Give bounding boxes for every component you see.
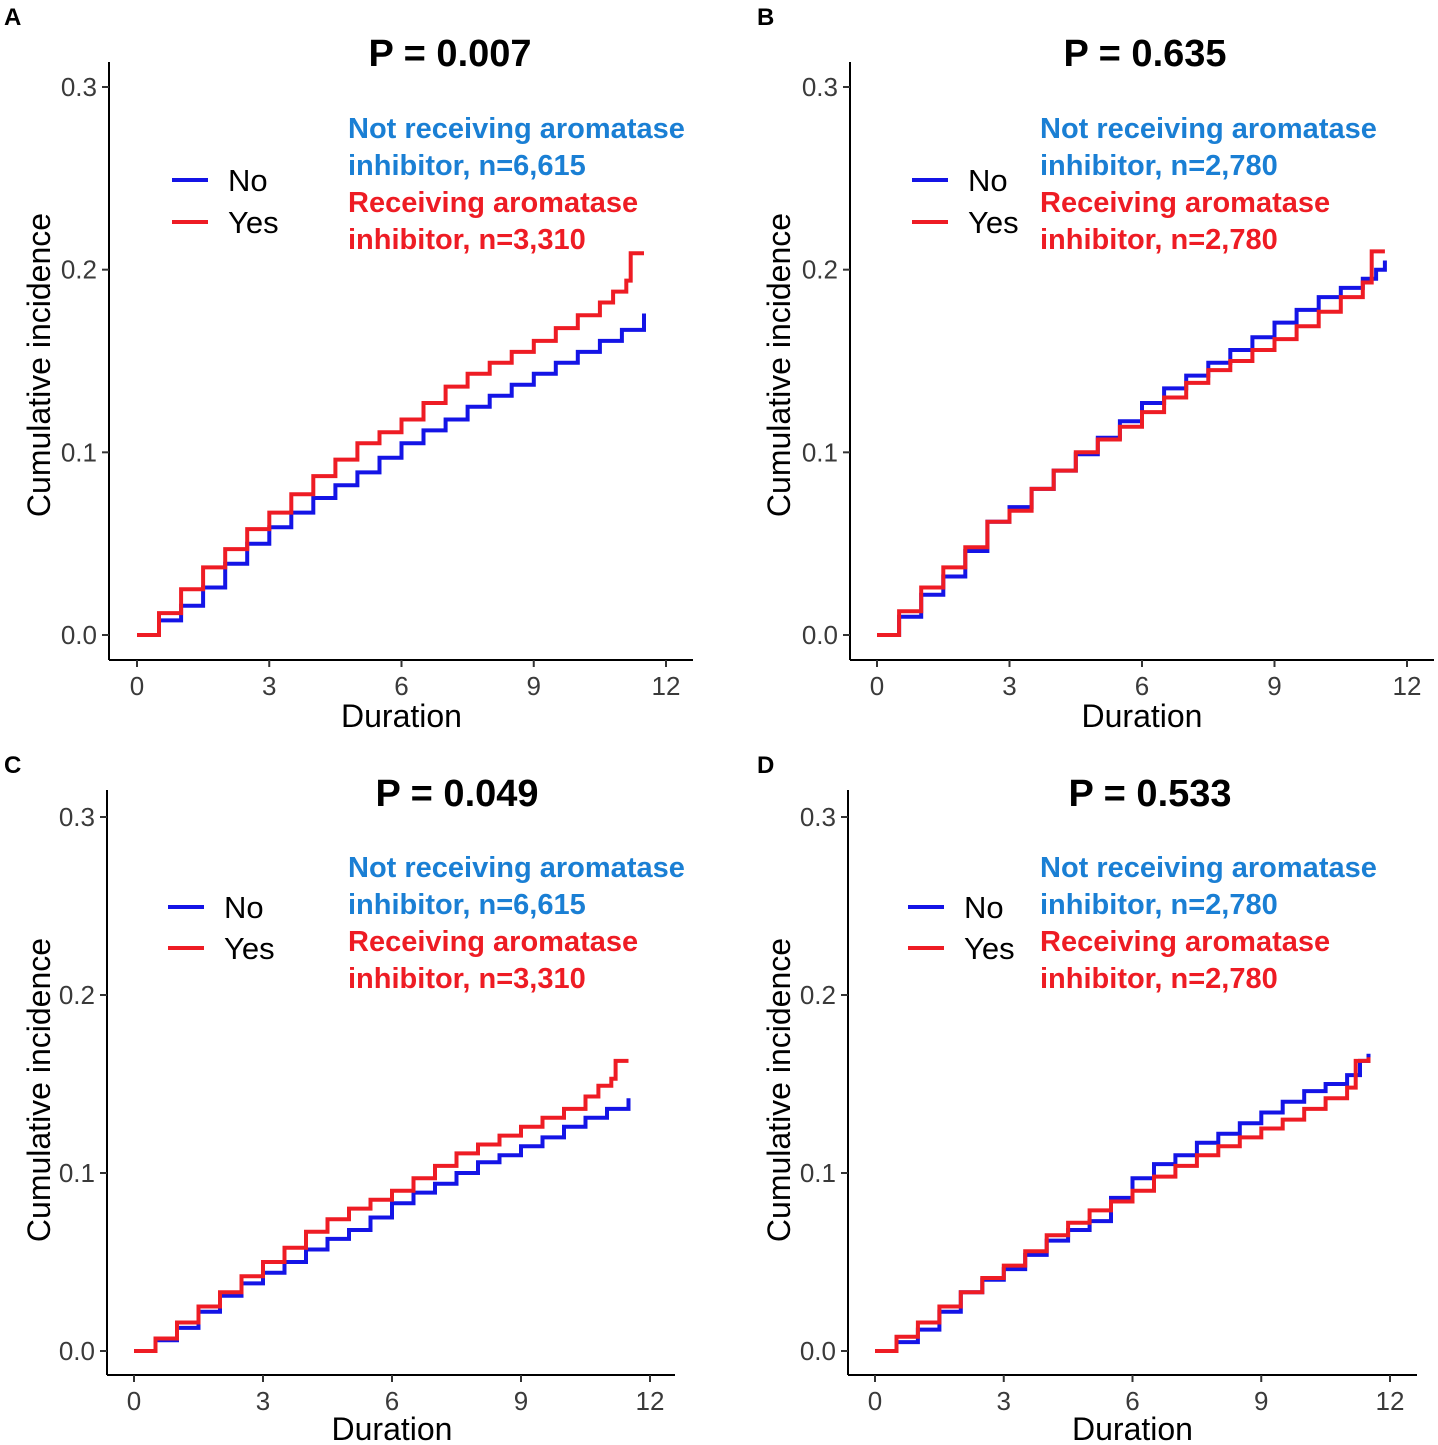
annotation-line: inhibitor, n=2,780 xyxy=(1040,889,1278,921)
panel-a: A 0.0 0.1 0.2 0.3 0 3 6 9 12 Duration Cumulative i… xyxy=(0,0,719,735)
annotation-line: Receiving aromatase xyxy=(1040,187,1330,219)
annotation-line: Not receiving aromatase xyxy=(348,113,685,145)
x-tick-label: 0 xyxy=(127,1386,141,1416)
annotation-line: inhibitor, n=3,310 xyxy=(348,224,586,256)
x-tick-label: 6 xyxy=(1125,1386,1139,1416)
y-tick-label: 0.0 xyxy=(59,1336,95,1366)
series-line-no xyxy=(877,260,1387,637)
y-axis-title: Cumulative incidence xyxy=(21,938,57,1242)
chart-title: P = 0.635 xyxy=(1063,33,1226,75)
x-axis-title: Duration xyxy=(1082,698,1203,734)
x-tick-label: 3 xyxy=(256,1386,270,1416)
x-tick-label: 3 xyxy=(1002,671,1016,701)
y-tick-label: 0.3 xyxy=(802,72,838,102)
y-tick-label: 0.2 xyxy=(61,255,97,285)
series-line-yes xyxy=(877,249,1385,637)
legend-label-no: No xyxy=(968,163,1008,198)
annotation-line: Receiving aromatase xyxy=(348,187,638,219)
series-line-no xyxy=(134,1098,631,1353)
x-tick-label: 9 xyxy=(1267,671,1281,701)
annotation-line: Not receiving aromatase xyxy=(1040,852,1377,884)
chart-title: P = 0.049 xyxy=(375,773,538,815)
x-tick-label: 0 xyxy=(870,671,884,701)
panel-d: D 0.0 0.1 0.2 0.3 0 3 6 9 12 Duration Cumulative i… xyxy=(740,740,1438,1445)
panel-label: C xyxy=(4,752,22,779)
y-tick-label: 0.3 xyxy=(59,802,95,832)
y-tick-label: 0.2 xyxy=(59,980,95,1010)
y-tick-label: 0.1 xyxy=(800,1158,836,1188)
x-tick-label: 12 xyxy=(1393,671,1422,701)
chart-b: 0.0 0.1 0.2 0.3 0 3 6 9 12 Duration Cumulative inc… xyxy=(761,33,1434,734)
x-tick-label: 3 xyxy=(262,671,276,701)
legend-label-no: No xyxy=(964,890,1004,925)
x-tick-label: 6 xyxy=(385,1386,399,1416)
panel-b: B 0.0 0.1 0.2 0.3 0 3 6 9 12 Duration Cumulative i… xyxy=(740,0,1438,735)
legend-label-no: No xyxy=(224,890,264,925)
chart-d: 0.0 0.1 0.2 0.3 0 3 6 9 12 Duration Cumulative inc… xyxy=(761,773,1417,1445)
chart-a: 0.0 0.1 0.2 0.3 0 3 6 9 12 Duration Cumulative inc… xyxy=(21,33,693,734)
annotation-line: inhibitor, n=3,310 xyxy=(348,963,586,995)
y-tick-label: 0.1 xyxy=(59,1158,95,1188)
y-tick-label: 0.2 xyxy=(802,255,838,285)
x-tick-label: 6 xyxy=(394,671,408,701)
x-axis-title: Duration xyxy=(341,698,462,734)
annotation-line: inhibitor, n=6,615 xyxy=(348,150,586,182)
legend-label-yes: Yes xyxy=(968,205,1019,240)
y-tick-label: 0.3 xyxy=(61,72,97,102)
y-axis-title: Cumulative incidence xyxy=(761,213,797,517)
y-tick-label: 0.3 xyxy=(800,802,836,832)
x-tick-label: 9 xyxy=(527,671,541,701)
panel-label: B xyxy=(757,4,775,31)
chart-c: 0.0 0.1 0.2 0.3 0 3 6 9 12 Duration Cumulative inc… xyxy=(21,773,685,1445)
chart-title: P = 0.007 xyxy=(368,33,531,75)
series-line-yes xyxy=(875,1057,1371,1353)
y-tick-label: 0.1 xyxy=(802,437,838,467)
series-line-yes xyxy=(134,1058,629,1353)
y-axis-title: Cumulative incidence xyxy=(21,213,57,517)
series-line-yes xyxy=(137,251,644,637)
annotation-line: inhibitor, n=2,780 xyxy=(1040,963,1278,995)
annotation-line: Receiving aromatase xyxy=(348,926,638,958)
annotation-line: Not receiving aromatase xyxy=(1040,113,1377,145)
annotation-line: inhibitor, n=2,780 xyxy=(1040,150,1278,182)
x-tick-label: 12 xyxy=(636,1386,665,1416)
x-tick-label: 6 xyxy=(1135,671,1149,701)
chart-title: P = 0.533 xyxy=(1068,773,1231,815)
panel-label: A xyxy=(4,4,22,31)
x-tick-label: 0 xyxy=(130,671,144,701)
annotation-line: Receiving aromatase xyxy=(1040,926,1330,958)
legend-label-yes: Yes xyxy=(228,205,279,240)
y-tick-label: 0.0 xyxy=(61,620,97,650)
panel-label: D xyxy=(757,752,775,779)
annotation-line: inhibitor, n=6,615 xyxy=(348,889,586,921)
x-tick-label: 9 xyxy=(1254,1386,1268,1416)
x-tick-label: 0 xyxy=(868,1386,882,1416)
legend-label-yes: Yes xyxy=(224,931,275,966)
y-tick-label: 0.2 xyxy=(800,980,836,1010)
y-tick-label: 0.0 xyxy=(800,1336,836,1366)
y-axis-title: Cumulative incidence xyxy=(761,938,797,1242)
x-tick-label: 12 xyxy=(1376,1386,1405,1416)
legend-label-no: No xyxy=(228,163,268,198)
x-axis-title: Duration xyxy=(1072,1411,1193,1445)
x-tick-label: 9 xyxy=(514,1386,528,1416)
legend-label-yes: Yes xyxy=(964,931,1015,966)
series-line-no xyxy=(137,313,646,637)
y-tick-label: 0.0 xyxy=(802,620,838,650)
annotation-line: inhibitor, n=2,780 xyxy=(1040,224,1278,256)
x-tick-label: 12 xyxy=(652,671,681,701)
y-tick-label: 0.1 xyxy=(61,437,97,467)
panel-c: C 0.0 0.1 0.2 0.3 0 3 6 9 12 Duration Cumulative i… xyxy=(0,740,719,1445)
x-axis-title: Duration xyxy=(332,1411,453,1445)
annotation-line: Not receiving aromatase xyxy=(348,852,685,884)
x-tick-label: 3 xyxy=(997,1386,1011,1416)
